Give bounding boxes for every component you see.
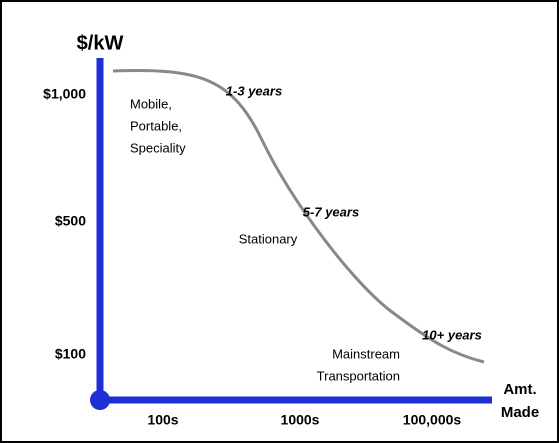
y-label: $500 [55, 213, 86, 229]
stage-label: 5-7 years [303, 204, 359, 219]
origin-dot [90, 390, 110, 410]
x-title: Made [501, 404, 539, 421]
region-label: Speciality [130, 140, 186, 155]
region-label: Stationary [239, 231, 298, 246]
region-label: Mainstream [332, 346, 400, 361]
y-label: $100 [55, 346, 86, 362]
stage-label: 10+ years [422, 327, 482, 342]
x-label: 1000s [281, 412, 320, 428]
x-title: Amt. [503, 381, 536, 398]
cost-curve [112, 69, 485, 364]
y-label: $1,000 [43, 86, 86, 102]
region-label: Transportation [317, 368, 400, 383]
region-label: Mobile, [130, 96, 172, 111]
y-title: $/kW [77, 32, 124, 54]
x-label: 100s [147, 412, 178, 428]
stage-label: 1-3 years [226, 83, 282, 98]
region-label: Portable, [130, 118, 182, 133]
x-label: 100,000s [403, 412, 462, 428]
